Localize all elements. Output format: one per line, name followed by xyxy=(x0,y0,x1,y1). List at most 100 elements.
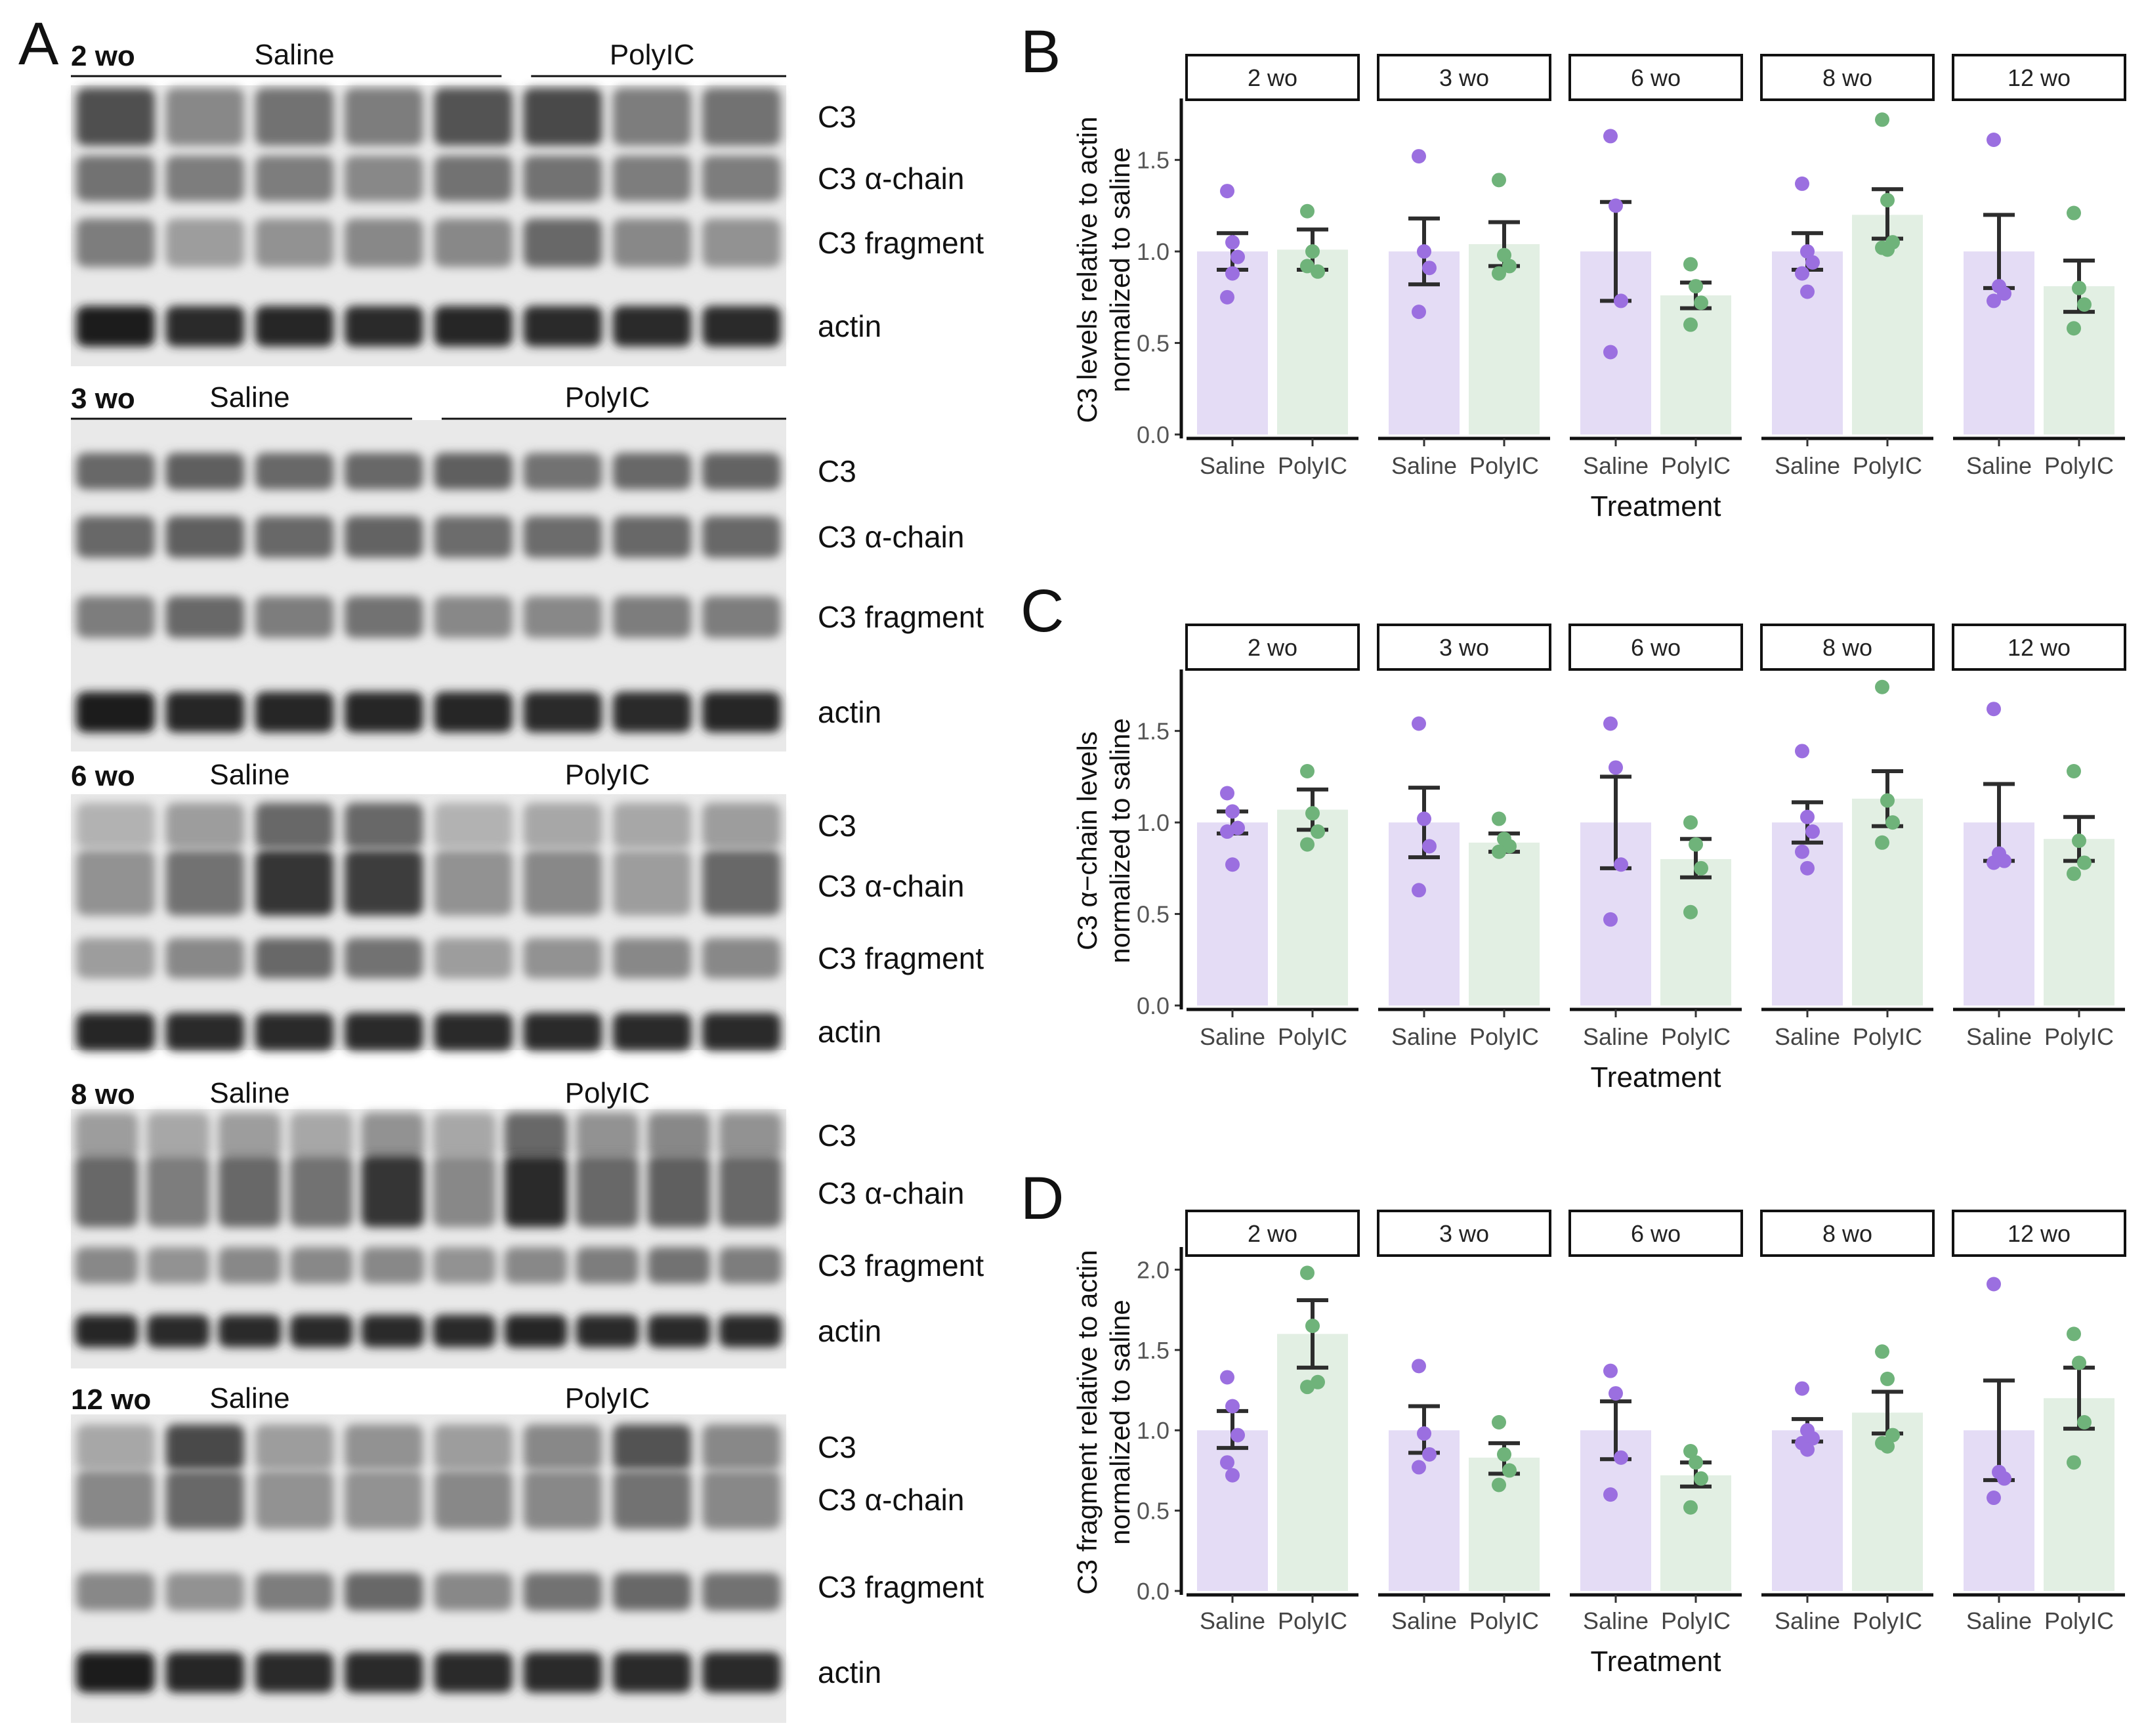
blot-8-wo: 8 wo Saline PolyIC C3 C3 α-chain C3 fragment a… xyxy=(71,1077,984,1368)
blot-band xyxy=(523,516,602,558)
facet-strip xyxy=(1952,54,2126,101)
blot-band xyxy=(434,938,513,979)
data-point-polyic xyxy=(1502,1463,1517,1478)
blot-band xyxy=(255,1424,334,1470)
blot-band xyxy=(76,88,156,146)
blot-age-label: 6 wo xyxy=(71,760,135,792)
data-point-polyic xyxy=(1300,259,1315,274)
blot-band xyxy=(612,219,692,267)
y-axis-title: C3 levels relative to actin normalized to… xyxy=(1072,117,1135,423)
y-axis-title-line: C3 α−chain levels xyxy=(1072,731,1103,950)
y-tick-label: 1.5 xyxy=(1137,1337,1169,1364)
blot-band xyxy=(612,1652,692,1693)
polyic-group-label: PolyIC xyxy=(565,1077,650,1109)
blot-band xyxy=(75,1155,138,1227)
data-point-saline xyxy=(1795,844,1809,859)
band-label-c3-chain: C3 α-chain xyxy=(818,161,964,196)
blot-band xyxy=(344,1573,423,1611)
y-tick-label: 0.0 xyxy=(1137,421,1169,448)
blot-band xyxy=(647,1247,711,1284)
band-label-actin: actin xyxy=(818,1655,881,1689)
data-point-polyic xyxy=(1880,1371,1895,1386)
band-row-actin xyxy=(75,1315,782,1347)
blot-3-wo: 3 wo Saline PolyIC C3 C3 α-chain C3 fragment a… xyxy=(71,381,984,752)
facet-strip xyxy=(1952,1210,2126,1257)
blot-band xyxy=(76,938,156,979)
bar-saline xyxy=(1197,822,1268,1006)
facet-label: 8 wo xyxy=(1822,1220,1872,1247)
blot-band xyxy=(165,516,245,558)
blot-band xyxy=(719,1112,782,1158)
data-point-saline xyxy=(1220,824,1234,839)
blot-band xyxy=(702,1424,781,1470)
band-label-actin: actin xyxy=(818,309,881,343)
blot-band xyxy=(719,1315,782,1347)
blot-band xyxy=(146,1315,210,1347)
data-point-polyic xyxy=(1880,193,1895,208)
blot-band xyxy=(523,938,602,979)
facet-strip xyxy=(1760,624,1935,671)
band-row-c3-fragment xyxy=(76,219,781,267)
facet-strip xyxy=(1185,624,1360,671)
facet-label: 3 wo xyxy=(1439,1220,1489,1247)
data-point-polyic xyxy=(2077,855,2092,870)
blot-band xyxy=(647,1315,711,1347)
blot-band xyxy=(289,1155,353,1227)
blot-band xyxy=(255,596,334,638)
x-tick-label: PolyIC xyxy=(2044,452,2114,479)
facet-strip xyxy=(1185,1210,1360,1257)
blot-band xyxy=(76,692,156,732)
blot-band xyxy=(218,1155,282,1227)
band-row-c3-fragment xyxy=(76,938,781,979)
bar-polyic xyxy=(1660,295,1731,434)
data-point-polyic xyxy=(1497,1447,1511,1462)
blot-band xyxy=(344,850,423,916)
data-point-polyic xyxy=(1300,837,1315,852)
blot-2-wo: 2 wo Saline PolyIC C3 C3 α-chain C3 fragment a… xyxy=(71,39,984,366)
blot-band xyxy=(76,1573,156,1611)
blot-band xyxy=(76,219,156,267)
data-point-polyic xyxy=(1305,806,1320,821)
western-blot-panel: 2 wo Saline PolyIC C3 C3 α-chain C3 fragment a… xyxy=(71,39,984,1723)
bar-saline xyxy=(1772,251,1843,434)
band-label-c3-fragment: C3 fragment xyxy=(818,600,984,634)
blot-band xyxy=(255,219,334,267)
blot-band xyxy=(576,1155,639,1227)
data-point-saline xyxy=(1225,235,1240,250)
blot-band xyxy=(523,1573,602,1611)
band-label-actin: actin xyxy=(818,695,881,729)
blot-band xyxy=(719,1247,782,1284)
blot-band xyxy=(523,1470,602,1529)
data-point-saline xyxy=(1987,702,2001,717)
blot-band xyxy=(344,453,423,490)
data-point-saline xyxy=(1412,305,1426,320)
blot-band xyxy=(344,1652,423,1693)
blot-band xyxy=(344,219,423,267)
facet-label: 12 wo xyxy=(2008,1220,2071,1247)
band-label-actin: actin xyxy=(818,1015,881,1049)
band-row-c3 xyxy=(76,453,781,490)
blot-band xyxy=(523,596,602,638)
blot-band xyxy=(523,803,602,849)
data-point-polyic xyxy=(1683,1444,1698,1459)
blot-band xyxy=(576,1112,639,1158)
blot-band xyxy=(702,306,781,347)
blot-band xyxy=(647,1112,711,1158)
y-tick-label: 1.5 xyxy=(1137,718,1169,745)
facet-3-wo: 3 wo Saline PolyIC xyxy=(1377,54,1551,479)
blot-band xyxy=(255,938,334,979)
blot-6-wo: 6 wo Saline PolyIC C3 C3 α-chain C3 fragment a… xyxy=(71,759,984,1051)
blot-band xyxy=(344,596,423,638)
data-point-saline xyxy=(1220,1370,1234,1385)
blot-band xyxy=(434,453,513,490)
blot-band xyxy=(146,1247,210,1284)
band-label-c3: C3 xyxy=(818,809,856,843)
y-tick-label: 2.0 xyxy=(1137,1256,1169,1283)
blot-band xyxy=(75,1112,138,1158)
blot-band xyxy=(434,1470,513,1529)
blot-band xyxy=(76,1470,156,1529)
facet-strip xyxy=(1760,54,1935,101)
blot-band xyxy=(255,453,334,490)
data-point-polyic xyxy=(1492,173,1506,188)
x-tick-label: Saline xyxy=(1391,1607,1457,1634)
